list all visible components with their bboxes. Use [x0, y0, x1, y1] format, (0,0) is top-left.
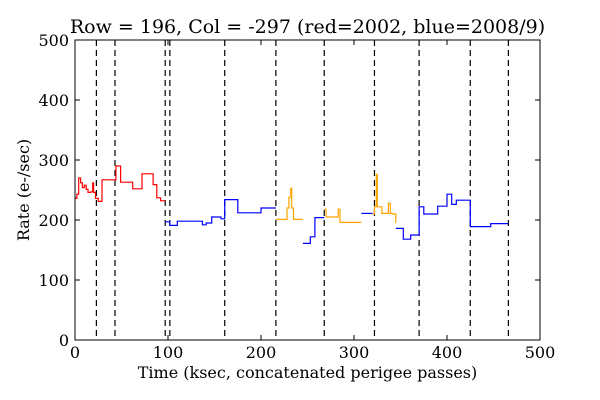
x-tick-label: 500 [525, 343, 556, 362]
series-7-line [395, 193, 509, 240]
series-lines [75, 165, 509, 244]
series-4-line [324, 208, 362, 223]
x-axis-ticks: 0 100 200 300 400 500 [70, 40, 555, 362]
series-0-line [75, 165, 166, 202]
plot-frame [74, 39, 541, 341]
x-tick-label: 400 [432, 343, 463, 362]
y-tick-label: 100 [38, 271, 69, 290]
y-tick-label: 500 [38, 31, 69, 50]
pass-boundary-lines [95, 40, 509, 340]
series-3-line [302, 217, 325, 244]
y-tick-label: 200 [38, 211, 69, 230]
x-tick-label: 300 [339, 343, 370, 362]
x-tick-label: 200 [246, 343, 277, 362]
series-2-line [275, 187, 303, 220]
x-tick-label: 100 [153, 343, 184, 362]
x-tick-label: 0 [70, 343, 80, 362]
y-tick-label: 300 [38, 151, 69, 170]
y-axis-label: Rate (e-/sec) [14, 139, 33, 241]
x-axis-label: Time (ksec, concatenated perigee passes) [138, 363, 478, 382]
series-6-line [372, 173, 397, 223]
y-tick-label: 0 [59, 331, 69, 350]
y-axis-ticks: 0 100 200 300 400 500 [38, 31, 540, 350]
series-1-line [165, 199, 276, 226]
y-tick-label: 400 [38, 91, 69, 110]
chart-title: Row = 196, Col = -297 (red=2002, blue=20… [70, 16, 545, 38]
